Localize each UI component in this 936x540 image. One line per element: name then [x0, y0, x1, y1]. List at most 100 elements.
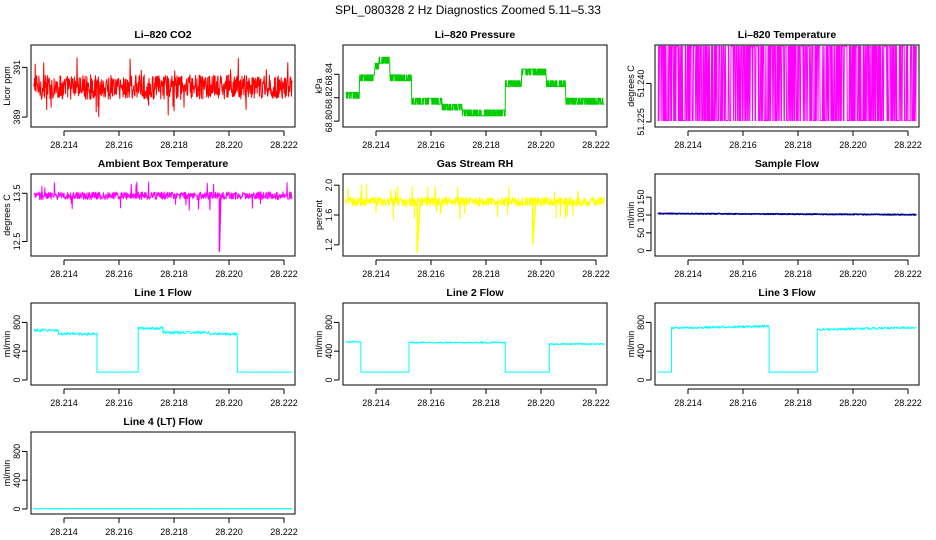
x-tick-label: 28.220 — [527, 140, 555, 150]
y-tick-label: 100 — [636, 207, 646, 222]
data-series — [345, 340, 605, 373]
x-tick-label: 28.214 — [50, 140, 78, 150]
x-tick-label: 28.214 — [50, 527, 78, 537]
x-tick-label: 28.216 — [417, 269, 445, 279]
x-tick-label: 28.220 — [215, 140, 243, 150]
x-tick-label: 28.220 — [215, 269, 243, 279]
plot-area — [33, 181, 293, 252]
chart-panel: Line 3 Flow ml/min 28.214 28.216 28.218 28.22… — [626, 287, 922, 408]
x-tick-label: 28.222 — [894, 269, 922, 279]
x-tick-label: 28.216 — [105, 269, 133, 279]
x-tick-label: 28.216 — [729, 140, 757, 150]
y-tick-label: 400 — [636, 344, 646, 359]
chart-title: Li–820 Pressure — [435, 29, 516, 41]
data-series — [657, 324, 917, 373]
plot-area — [33, 57, 293, 117]
x-tick-label: 28.220 — [839, 269, 867, 279]
x-tick-label: 28.220 — [215, 398, 243, 408]
y-tick-label: 0 — [324, 377, 334, 382]
y-tick-label: 150 — [636, 190, 646, 205]
x-tick-label: 28.216 — [417, 140, 445, 150]
plot-frame — [30, 44, 296, 128]
plot-frame — [30, 431, 296, 515]
chart-panel: Sample Flow ml/min 28.214 28.216 28.218 28.22… — [626, 158, 922, 279]
chart-title: Line 2 Flow — [446, 287, 504, 299]
x-tick-label: 28.218 — [472, 140, 500, 150]
plot-area — [33, 326, 293, 373]
chart-title: Gas Stream RH — [437, 158, 513, 170]
x-tick-label: 28.216 — [729, 269, 757, 279]
y-tick-label: 800 — [324, 315, 334, 330]
y-tick-label: 51.225 — [636, 108, 646, 136]
x-tick-label: 28.222 — [894, 140, 922, 150]
y-tick-label: 400 — [12, 344, 22, 359]
x-tick-label: 28.220 — [215, 527, 243, 537]
x-tick-label: 28.222 — [582, 398, 610, 408]
y-tick-label: 0 — [12, 377, 22, 382]
y-axis-label: ml/min — [314, 331, 324, 358]
x-tick-label: 28.222 — [270, 140, 298, 150]
plot-area — [657, 212, 917, 216]
x-tick-label: 28.222 — [894, 398, 922, 408]
plot-frame — [654, 44, 920, 128]
y-axis-label: degrees C — [626, 65, 636, 107]
plot-frame — [342, 44, 608, 128]
y-tick-label: 1.6 — [324, 209, 334, 222]
x-tick-label: 28.218 — [160, 398, 188, 408]
data-series — [33, 326, 293, 373]
data-series — [218, 198, 222, 252]
y-tick-label: 400 — [12, 473, 22, 488]
data-series — [657, 212, 917, 216]
y-axis-label: Licor ppm — [2, 66, 12, 106]
chart-title: Sample Flow — [755, 158, 820, 170]
y-axis-label: ml/min — [626, 331, 636, 358]
chart-panel: Ambient Box Temperature degrees C 28.214 28… — [2, 158, 298, 279]
y-tick-label: 50 — [636, 228, 646, 238]
chart-panel: Li–820 CO2 Licor ppm 28.214 28.216 28.218 28.… — [2, 29, 298, 150]
x-tick-label: 28.220 — [527, 269, 555, 279]
y-tick-label: 1.2 — [324, 239, 334, 252]
y-tick-label: 0 — [636, 248, 646, 253]
x-tick-label: 28.216 — [105, 140, 133, 150]
plot-frame — [342, 173, 608, 257]
plot-frame — [654, 173, 920, 257]
y-tick-label: 800 — [636, 315, 646, 330]
x-tick-label: 28.222 — [582, 140, 610, 150]
y-tick-label: 0 — [12, 506, 22, 511]
x-tick-label: 28.214 — [674, 140, 702, 150]
x-tick-label: 28.220 — [839, 140, 867, 150]
x-tick-label: 28.220 — [839, 398, 867, 408]
x-tick-label: 28.222 — [270, 398, 298, 408]
y-tick-label: 68.82 — [324, 86, 334, 109]
chart-title: Line 3 Flow — [758, 287, 816, 299]
x-tick-label: 28.218 — [784, 398, 812, 408]
plot-frame — [30, 302, 296, 386]
x-tick-label: 28.214 — [50, 269, 78, 279]
x-tick-label: 28.216 — [417, 398, 445, 408]
y-axis-label: ml/min — [626, 202, 636, 229]
data-series — [345, 183, 605, 220]
chart-panel: Line 2 Flow ml/min 28.214 28.216 28.218 28.22… — [314, 287, 610, 408]
x-tick-label: 28.218 — [472, 269, 500, 279]
plot-frame — [342, 302, 608, 386]
x-tick-label: 28.218 — [160, 269, 188, 279]
x-tick-label: 28.218 — [472, 398, 500, 408]
plot-area — [657, 45, 917, 122]
x-tick-label: 28.216 — [105, 398, 133, 408]
x-tick-label: 28.214 — [362, 140, 390, 150]
data-series — [416, 203, 537, 254]
x-tick-label: 28.220 — [527, 398, 555, 408]
chart-title: Line 1 Flow — [134, 287, 192, 299]
figure-title: SPL_080328 2 Hz Diagnostics Zoomed 5.11–… — [335, 3, 601, 17]
x-tick-label: 28.222 — [270, 269, 298, 279]
x-tick-label: 28.218 — [160, 140, 188, 150]
chart-title: Li–820 Temperature — [738, 29, 837, 41]
x-tick-label: 28.218 — [160, 527, 188, 537]
x-tick-label: 28.216 — [729, 398, 757, 408]
data-series — [33, 181, 293, 211]
x-tick-label: 28.214 — [362, 269, 390, 279]
x-tick-label: 28.222 — [582, 269, 610, 279]
y-tick-label: 400 — [324, 344, 334, 359]
chart-title: Ambient Box Temperature — [98, 158, 229, 170]
